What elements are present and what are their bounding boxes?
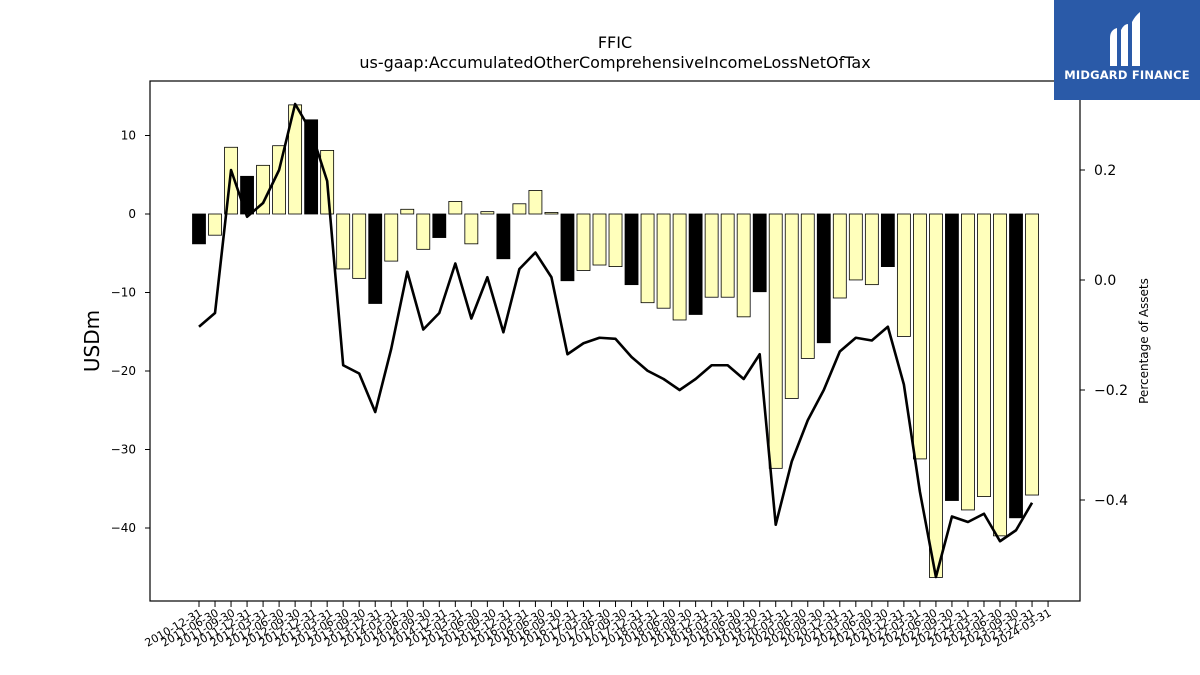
bar [240,175,254,215]
line-series [198,102,1034,579]
y2-tick-label: −0.4 [1094,493,1128,509]
bar [416,213,431,250]
y-tick-label: 10 [121,129,136,143]
y-tick-label: −10 [111,286,136,300]
bar [496,213,511,260]
bar [608,213,623,267]
bar [880,213,895,267]
y2-axis-label: Percentage of Assets [1137,278,1151,404]
bar [192,213,206,245]
bar [576,213,591,271]
bar [208,213,222,236]
bar [961,213,975,511]
bar [448,201,463,215]
bar [977,213,991,498]
y2-tick-label: −0.2 [1094,383,1128,399]
bar [400,208,415,215]
bar [528,190,543,215]
y2-tick-label: 0.2 [1094,163,1116,179]
bar [993,213,1007,537]
plot-area [149,80,1081,602]
series-line [198,102,1034,579]
y2-tick-label: 0.0 [1094,273,1116,289]
logo-text: MIDGARD FINANCE [1064,68,1190,82]
y-tick-label: −30 [111,443,136,457]
bar [752,213,767,293]
bar [272,145,287,215]
bar [913,213,927,460]
bar [688,213,703,315]
bar [336,213,351,270]
bar [592,213,607,266]
bar [624,213,639,286]
y-axis-label: USDm [80,310,104,372]
x-axis: 2010-12-312011-06-302011-09-302011-12-31… [143,601,1054,650]
bar [1009,213,1023,519]
bar [929,213,943,578]
bar [832,213,847,299]
y-axis-right: 0.2 0.0 −0.2 −0.4 [1080,163,1128,509]
bar [560,213,575,282]
bar [704,213,719,298]
chart-subtitle: us-gaap:AccumulatedOtherComprehensiveInc… [359,53,870,72]
bar [368,213,383,304]
bar [896,213,911,337]
bar [864,213,879,286]
bar [720,213,735,298]
bar [464,213,479,245]
bar [672,213,687,321]
bar [736,213,751,318]
bar [512,203,527,215]
y-tick-label: 0 [128,207,136,221]
bar [640,213,655,304]
bar [432,213,447,238]
bar [800,213,815,359]
y-axis-left: 10 0 −10 −20 −30 −40 [111,129,150,535]
bar [816,213,831,344]
bar [848,213,863,281]
bar [352,213,367,279]
bar [384,213,399,262]
brand-logo: MIDGARD FINANCE [1054,0,1200,100]
bar [544,212,559,215]
y-tick-label: −40 [111,521,136,535]
bar [945,213,959,501]
chart-title: FFIC [598,33,632,52]
bar [656,213,671,309]
bar [784,213,799,399]
bar [1025,213,1039,496]
bar-series [192,104,1039,578]
bar [768,213,783,469]
y-tick-label: −20 [111,364,136,378]
bar [480,211,495,215]
midgard-logo-icon [1110,12,1140,66]
